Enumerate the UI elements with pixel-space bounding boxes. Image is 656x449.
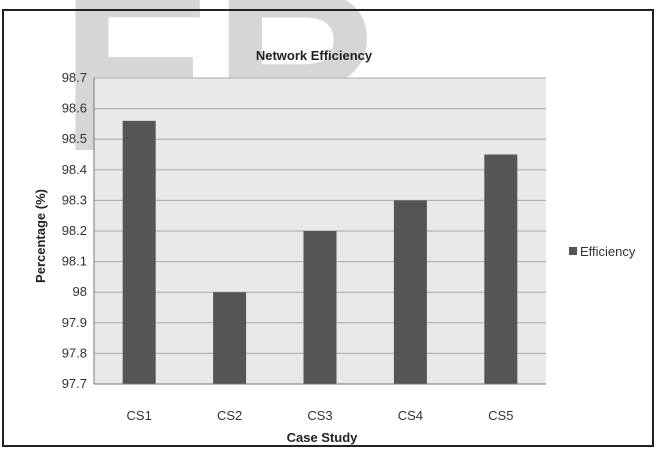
- y-axis-label: Percentage (%): [33, 189, 48, 283]
- chart-border: [2, 9, 654, 447]
- y-tick-label: 98.1: [62, 254, 87, 269]
- x-tick-label: CS4: [398, 408, 423, 423]
- legend: Efficiency: [569, 244, 636, 259]
- bar-cs1: [122, 120, 156, 384]
- chart-title: Network Efficiency: [256, 48, 373, 63]
- x-tick-label: CS5: [488, 408, 513, 423]
- x-tick-label: CS1: [127, 408, 152, 423]
- bar-cs3: [303, 231, 337, 384]
- y-tick-labels: 97.7 97.8 97.9 98 98.1 98.2 98.3 98.4 98.5 98.6 98…: [62, 70, 87, 391]
- y-tick-label: 97.7: [62, 376, 87, 391]
- y-tick-label: 97.8: [62, 345, 87, 360]
- y-tick-label: 98.2: [62, 223, 87, 238]
- x-axis-label: Case Study: [287, 430, 359, 445]
- bar-cs4: [393, 200, 427, 384]
- bars: [122, 120, 518, 384]
- y-tick-label: 98.6: [62, 101, 87, 116]
- legend-swatch: [569, 247, 577, 255]
- y-tick-label: 98: [73, 284, 87, 299]
- y-tick-label: 98.7: [62, 70, 87, 85]
- y-tick-label: 97.9: [62, 315, 87, 330]
- x-tick-label: CS3: [307, 408, 332, 423]
- y-tick-label: 98.5: [62, 131, 87, 146]
- bar-cs2: [213, 292, 247, 384]
- y-tick-label: 98.4: [62, 162, 87, 177]
- legend-label: Efficiency: [580, 244, 636, 259]
- x-tick-labels: CS1 CS2 CS3 CS4 CS5: [127, 408, 514, 423]
- x-tick-label: CS2: [217, 408, 242, 423]
- y-tick-label: 98.3: [62, 192, 87, 207]
- bar-cs5: [484, 154, 518, 384]
